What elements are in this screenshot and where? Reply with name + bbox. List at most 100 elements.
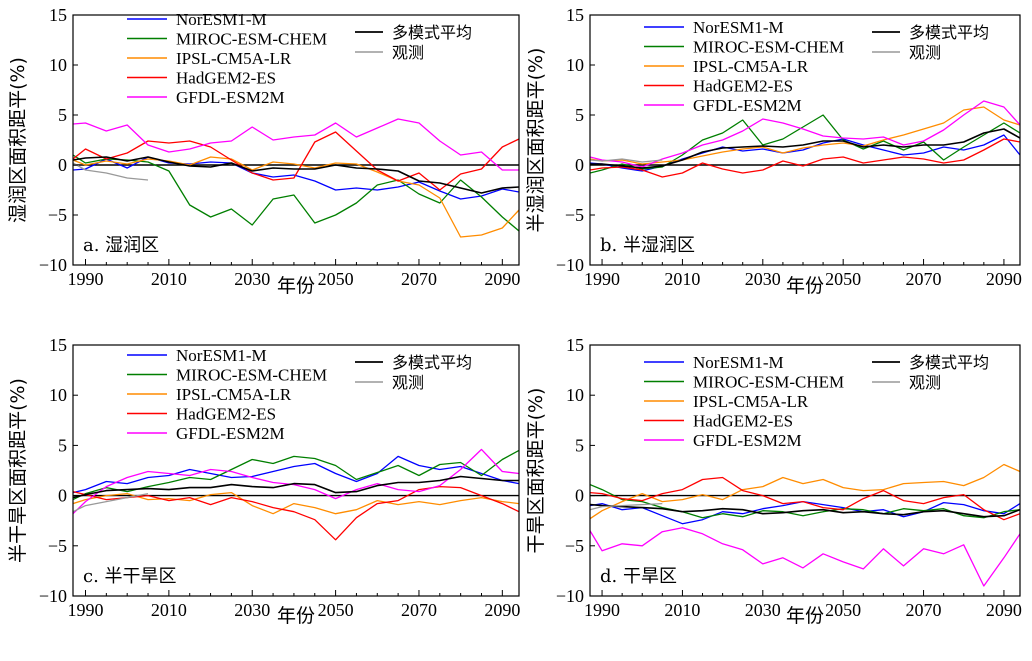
plot-area bbox=[590, 463, 1020, 587]
y-tick-label: 15 bbox=[566, 5, 584, 25]
legend-label: NorESM1-M bbox=[693, 18, 784, 37]
x-axis-title: 年份 bbox=[277, 605, 315, 627]
x-tick-label: 2030 bbox=[234, 269, 270, 289]
series-line-multi-model-mean bbox=[73, 475, 519, 499]
legend-label: HadGEM2-ES bbox=[693, 412, 793, 431]
y-tick-label: 5 bbox=[575, 105, 584, 125]
y-tick-label: 5 bbox=[58, 105, 67, 125]
y-tick-label: 10 bbox=[566, 55, 584, 75]
series-line-hadgem2-es bbox=[590, 138, 1020, 178]
legend-label: 观测 bbox=[392, 373, 424, 392]
plot-frame bbox=[72, 344, 520, 597]
y-tick-label: 0 bbox=[58, 486, 67, 506]
x-axis-title: 年份 bbox=[786, 275, 824, 297]
x-tick-label: 2090 bbox=[986, 269, 1022, 289]
y-tick-label: 0 bbox=[58, 155, 67, 175]
x-tick-label: 2090 bbox=[484, 269, 520, 289]
y-tick-label: 0 bbox=[575, 155, 584, 175]
legend-label: HadGEM2-ES bbox=[176, 69, 276, 88]
series-line-miroc-esm-chem bbox=[73, 154, 519, 232]
x-tick-label: 2050 bbox=[318, 600, 354, 620]
x-tick-label: 1990 bbox=[584, 600, 620, 620]
series-line-ipsl-cm5a-lr bbox=[73, 156, 519, 238]
y-tick-label: 0 bbox=[575, 486, 584, 506]
series-line-miroc-esm-chem bbox=[590, 114, 1020, 174]
series-line-noresm1-m bbox=[73, 455, 519, 494]
x-tick-label: 2090 bbox=[484, 600, 520, 620]
y-axis-title: 干旱区面积距平(%) bbox=[525, 388, 547, 554]
y-tick-label: −5 bbox=[48, 205, 67, 225]
legend-label: IPSL-CM5A-LR bbox=[693, 392, 809, 411]
x-tick-label: 2030 bbox=[745, 269, 781, 289]
y-axis-title: 半干旱区面积距平(%) bbox=[7, 378, 29, 563]
series-line-hadgem2-es bbox=[590, 476, 1020, 521]
legend: NorESM1-MMIROC-ESM-CHEMIPSL-CM5A-LRHadGE… bbox=[644, 18, 989, 115]
legend-label: IPSL-CM5A-LR bbox=[693, 57, 809, 76]
x-tick-label: 2030 bbox=[234, 600, 270, 620]
series-line-gfdl-esm2m bbox=[590, 100, 1020, 168]
y-tick-label: 15 bbox=[566, 335, 584, 355]
y-tick-label: −10 bbox=[556, 586, 584, 606]
plot-frame bbox=[589, 14, 1021, 266]
x-tick-label: 2070 bbox=[906, 269, 942, 289]
series-line-gfdl-esm2m bbox=[590, 527, 1020, 587]
x-axis-title: 年份 bbox=[786, 605, 824, 627]
legend-label: NorESM1-M bbox=[176, 10, 267, 29]
plot-frame bbox=[72, 14, 520, 266]
y-axis-title: 半湿润区面积距平(%) bbox=[525, 48, 547, 233]
x-tick-label: 2050 bbox=[825, 600, 861, 620]
series-line-gfdl-esm2m bbox=[73, 118, 519, 171]
series-line-miroc-esm-chem bbox=[73, 449, 519, 501]
y-tick-label: 15 bbox=[49, 335, 67, 355]
legend-label: MIROC-ESM-CHEM bbox=[693, 38, 844, 57]
series-line-gfdl-esm2m bbox=[73, 448, 519, 515]
legend-label: GFDL-ESM2M bbox=[176, 88, 285, 107]
legend-label: GFDL-ESM2M bbox=[693, 431, 802, 450]
x-tick-label: 2050 bbox=[318, 269, 354, 289]
legend-label: HadGEM2-ES bbox=[176, 405, 276, 424]
y-tick-label: −10 bbox=[556, 255, 584, 275]
panel-label: a. 湿润区 bbox=[83, 235, 159, 256]
legend-label: 多模式平均 bbox=[392, 353, 472, 372]
y-tick-label: 15 bbox=[49, 5, 67, 25]
series-line-multi-model-mean bbox=[590, 503, 1020, 518]
legend-label: 多模式平均 bbox=[909, 23, 989, 42]
x-tick-label: 1990 bbox=[584, 269, 620, 289]
legend-label: 多模式平均 bbox=[909, 353, 989, 372]
x-tick-label: 1990 bbox=[68, 600, 104, 620]
series-line-hadgem2-es bbox=[73, 485, 519, 541]
plot-area bbox=[73, 118, 519, 238]
y-tick-label: 10 bbox=[49, 385, 67, 405]
legend-label: MIROC-ESM-CHEM bbox=[693, 373, 844, 392]
legend-label: HadGEM2-ES bbox=[693, 77, 793, 96]
series-line-multi-model-mean bbox=[590, 128, 1020, 169]
legend-label: IPSL-CM5A-LR bbox=[176, 49, 292, 68]
series-line-ipsl-cm5a-lr bbox=[590, 463, 1020, 520]
x-tick-label: 2050 bbox=[825, 269, 861, 289]
series-line-ipsl-cm5a-lr bbox=[590, 106, 1020, 165]
legend-label: NorESM1-M bbox=[693, 353, 784, 372]
series-line-multi-model-mean bbox=[73, 156, 519, 194]
y-tick-label: −5 bbox=[48, 536, 67, 556]
x-tick-label: 2010 bbox=[664, 600, 700, 620]
legend: NorESM1-MMIROC-ESM-CHEMIPSL-CM5A-LRHadGE… bbox=[127, 346, 472, 443]
y-tick-label: −10 bbox=[39, 255, 67, 275]
y-tick-label: 10 bbox=[49, 55, 67, 75]
x-tick-label: 2090 bbox=[986, 600, 1022, 620]
series-line-ipsl-cm5a-lr bbox=[73, 491, 519, 515]
legend-label: MIROC-ESM-CHEM bbox=[176, 30, 327, 49]
series-line-observation bbox=[73, 162, 149, 181]
plot-frame bbox=[589, 344, 1021, 597]
legend-label: 多模式平均 bbox=[392, 23, 472, 42]
legend: NorESM1-MMIROC-ESM-CHEMIPSL-CM5A-LRHadGE… bbox=[127, 10, 472, 107]
panel-label: d. 干旱区 bbox=[600, 566, 677, 587]
x-tick-label: 2010 bbox=[151, 600, 187, 620]
plot-area bbox=[73, 448, 519, 541]
plot-area bbox=[590, 100, 1020, 178]
x-tick-label: 2010 bbox=[664, 269, 700, 289]
y-tick-label: −5 bbox=[565, 205, 584, 225]
